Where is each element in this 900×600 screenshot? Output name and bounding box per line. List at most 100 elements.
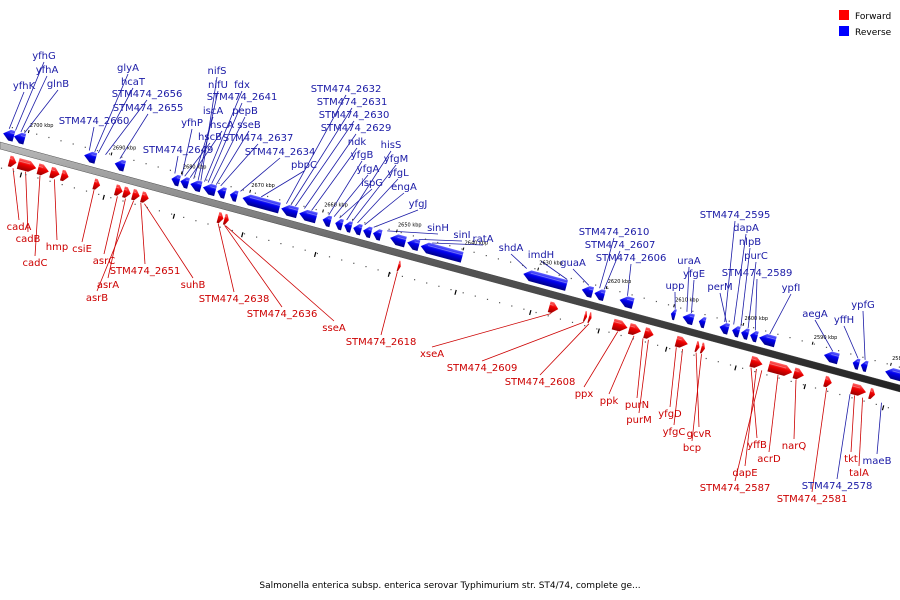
forward-gene-22[interactable] [749,355,764,370]
gene-label-uraa[interactable]: uraA [677,256,701,267]
reverse-gene-36[interactable] [859,360,869,373]
gene-label-tkt[interactable]: tkt [844,454,858,465]
reverse-gene-0[interactable] [2,128,16,142]
gene-label-purm[interactable]: purM [626,415,651,426]
reverse-gene-34[interactable] [822,350,840,365]
gene-label-csie[interactable]: csiE [72,244,92,255]
gene-label-nifs[interactable]: nifS [208,66,227,77]
gene-label-xsea[interactable]: xseA [420,349,444,360]
gene-label-bcp[interactable]: bcp [683,443,701,454]
reverse-gene-16[interactable] [352,223,363,236]
gene-label-ssea[interactable]: sseA [322,323,346,334]
gene-label-yfgc[interactable]: yfgC [663,427,686,438]
gene-label-yfgm[interactable]: yfgM [384,154,408,165]
forward-gene-4[interactable] [59,169,70,183]
gene-label-perm[interactable]: perM [707,282,732,293]
legend-forward-swatch[interactable] [839,10,849,20]
forward-gene-20[interactable] [694,341,700,353]
gene-label-narq[interactable]: narQ [782,441,807,452]
reverse-gene-8[interactable] [216,186,227,199]
reverse-gene-2[interactable] [83,150,98,164]
forward-gene-14[interactable] [582,310,589,322]
forward-gene-15[interactable] [587,312,593,324]
forward-gene-8[interactable] [131,188,141,202]
reverse-gene-20[interactable] [406,237,421,251]
gene-label-sini[interactable]: sinI [453,230,470,241]
reverse-gene-13[interactable] [321,214,333,228]
reverse-gene-23[interactable] [580,284,595,298]
reverse-gene-30[interactable] [731,325,741,338]
gene-label-dape[interactable]: dapE [732,468,757,479]
gene-label-nifu[interactable]: nifU [208,80,228,91]
forward-gene-5[interactable] [92,178,101,190]
forward-gene-7[interactable] [122,186,132,200]
gene-label-suhb[interactable]: suhB [181,280,206,291]
gene-label-aega[interactable]: aegA [802,309,828,320]
gene-label-stm474_2636[interactable]: STM474_2636 [247,309,318,320]
gene-label-dapa[interactable]: dapA [733,223,759,234]
forward-gene-10[interactable] [216,212,225,224]
forward-gene-25[interactable] [823,375,833,389]
gene-label-stm474_2649[interactable]: STM474_2649 [143,145,214,156]
gene-label-glnb[interactable]: glnB [47,79,69,90]
gene-label-shda[interactable]: shdA [499,243,524,254]
gene-label-asrb[interactable]: asrB [86,293,108,304]
legend-reverse-swatch[interactable] [839,26,849,36]
gene-label-asra[interactable]: asrA [97,280,119,291]
reverse-gene-37[interactable] [884,366,900,382]
gene-label-stm474_2641[interactable]: STM474_2641 [207,92,278,103]
gene-label-stm474_2631[interactable]: STM474_2631 [317,97,388,108]
gene-label-stm474_2606[interactable]: STM474_2606 [596,253,667,264]
gene-label-glya[interactable]: glyA [117,63,139,74]
gene-label-maeb[interactable]: maeB [863,456,892,467]
gene-label-cadb[interactable]: cadB [16,234,41,245]
reverse-gene-17[interactable] [362,225,373,239]
gene-label-stm474_2578[interactable]: STM474_2578 [802,481,873,492]
forward-gene-19[interactable] [674,335,690,350]
forward-gene-11[interactable] [222,213,230,226]
reverse-gene-14[interactable] [334,218,344,231]
gene-label-asrc[interactable]: asrC [93,256,115,267]
gene-label-stm474_2595[interactable]: STM474_2595 [700,210,771,221]
forward-gene-23[interactable] [767,360,793,378]
gene-label-stm474_2632[interactable]: STM474_2632 [311,84,382,95]
gene-label-ppx[interactable]: ppx [575,389,594,400]
gene-label-cadc[interactable]: cadC [23,258,48,269]
gene-label-stm474_2581[interactable]: STM474_2581 [777,494,848,505]
gene-label-sinh[interactable]: sinH [427,223,449,234]
gene-label-pepb[interactable]: pepB [232,106,258,117]
gene-label-stm474_2634[interactable]: STM474_2634 [245,147,316,158]
gene-label-yfhp[interactable]: yfhP [181,118,203,129]
gene-label-ypfi[interactable]: ypfI [782,283,801,294]
reverse-gene-9[interactable] [228,189,239,202]
reverse-gene-31[interactable] [740,327,750,340]
reverse-gene-18[interactable] [372,228,383,241]
gene-label-stm474_2656[interactable]: STM474_2656 [112,89,183,100]
reverse-gene-28[interactable] [697,316,707,329]
gene-label-upp[interactable]: upp [665,281,684,292]
gene-label-hcat[interactable]: hcaT [121,77,146,88]
forward-gene-9[interactable] [140,191,150,204]
gene-label-stm474_2609[interactable]: STM474_2609 [447,363,518,374]
gene-label-ispg[interactable]: ispG [361,178,383,189]
forward-gene-18[interactable] [643,327,655,340]
reverse-gene-24[interactable] [593,288,606,302]
forward-gene-24[interactable] [792,367,806,381]
reverse-gene-29[interactable] [718,322,730,335]
reverse-gene-32[interactable] [749,330,759,343]
gene-label-yfhg[interactable]: yfhG [32,51,56,62]
reverse-gene-15[interactable] [343,220,353,233]
forward-gene-0[interactable] [7,155,18,169]
gene-label-nlpb[interactable]: nlpB [739,237,761,248]
reverse-gene-5[interactable] [179,176,190,189]
gene-label-yfgj[interactable]: yfgJ [409,199,428,210]
gene-label-stm474_2629[interactable]: STM474_2629 [321,123,392,134]
gene-label-ndk[interactable]: ndk [348,137,367,148]
forward-gene-27[interactable] [868,387,876,400]
forward-gene-21[interactable] [699,342,706,355]
reverse-gene-12[interactable] [298,208,318,224]
gene-label-enga[interactable]: engA [391,182,417,193]
reverse-gene-27[interactable] [681,312,695,326]
gene-label-rata[interactable]: ratA [472,234,493,245]
gene-label-yffb[interactable]: yffB [747,440,767,451]
